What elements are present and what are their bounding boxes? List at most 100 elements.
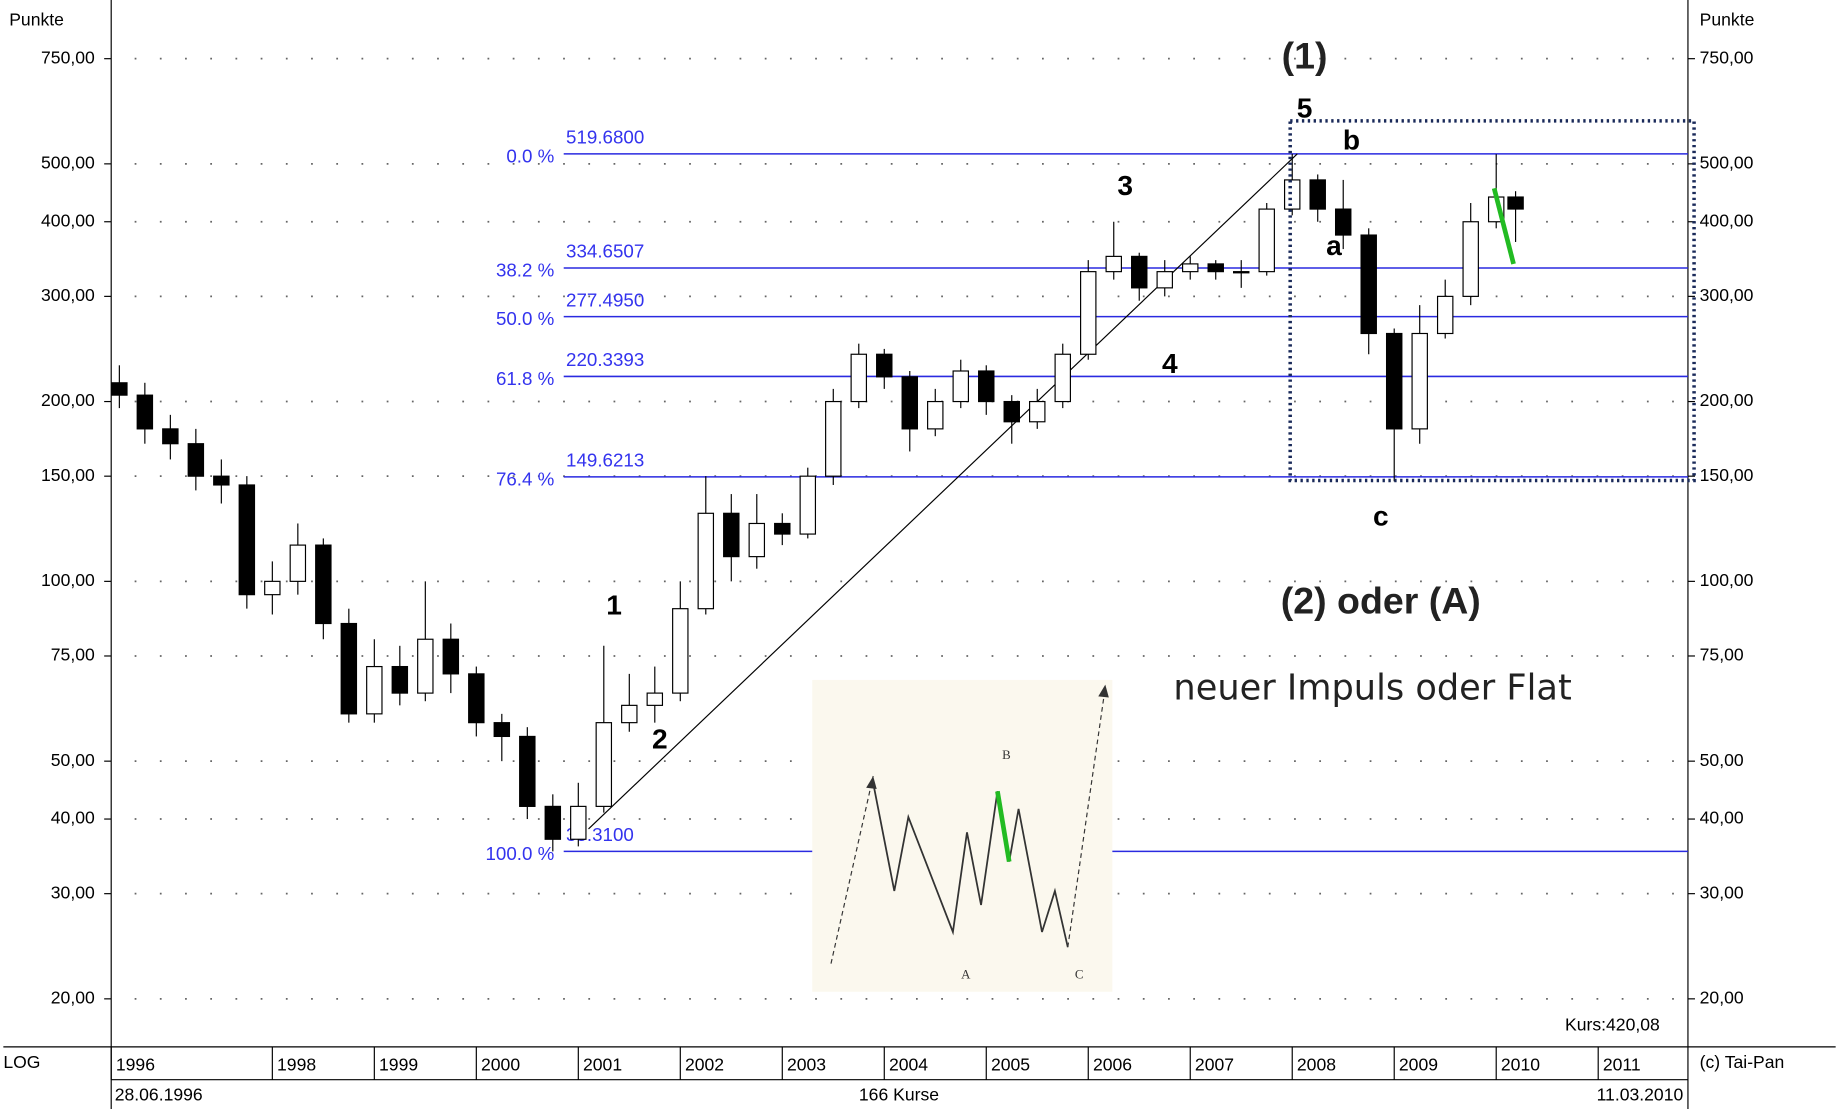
fib-pct: 38.2 % <box>496 259 554 280</box>
plot: 20,00 20,00 30,00 30,00 40,00 40,00 50,00 50,00… <box>41 47 1754 1080</box>
x-tick-label: 2007 <box>1195 1054 1234 1074</box>
x-tick-label: 2004 <box>889 1054 928 1074</box>
highlight-line <box>1491 187 1516 265</box>
annotation: 3 <box>1117 170 1133 201</box>
y-axis-label-right: Punkte <box>1700 10 1755 30</box>
inset-label: C <box>1075 967 1084 981</box>
x-tick-label: 2006 <box>1093 1054 1132 1074</box>
candle-body <box>1309 179 1326 210</box>
y-tick-label-right: 750,00 <box>1700 47 1754 67</box>
candle-body <box>519 735 536 807</box>
y-tick-label: 500,00 <box>41 153 95 173</box>
candle-body <box>1411 332 1428 430</box>
candle-body <box>621 704 638 724</box>
x-tick-label: 2001 <box>583 1054 622 1074</box>
annotation: neuer Impuls oder Flat <box>1173 667 1571 708</box>
annotation: c <box>1373 501 1389 532</box>
fib-value: 149.6213 <box>566 450 644 471</box>
inset-label: A <box>961 967 971 981</box>
inset: A B C <box>812 679 1113 992</box>
candle-body <box>723 512 740 558</box>
inset-label: B <box>1002 748 1011 762</box>
y-tick-label: 20,00 <box>51 987 95 1007</box>
candle-body <box>1054 353 1071 403</box>
candle-body <box>1080 271 1097 355</box>
x-tick-label: 1999 <box>379 1054 418 1074</box>
inset-background <box>812 679 1113 992</box>
annotation: 5 <box>1297 93 1313 124</box>
candle-body <box>391 665 409 694</box>
candle-body <box>289 544 307 582</box>
fib-pct: 61.8 % <box>496 368 554 389</box>
candle-body <box>646 692 664 706</box>
candle-body <box>570 805 587 840</box>
candle-body <box>927 400 944 430</box>
candle-body <box>442 638 460 675</box>
annotation: (2) oder (A) <box>1281 580 1481 622</box>
trendline <box>588 153 1298 830</box>
candle-body <box>340 622 358 715</box>
annotation: (1) <box>1282 35 1328 77</box>
candle-body <box>1283 179 1301 210</box>
candle-body <box>901 376 919 430</box>
y-tick-label: 100,00 <box>41 570 95 590</box>
annotation: 4 <box>1162 348 1178 379</box>
y-tick-label-right: 100,00 <box>1700 570 1754 590</box>
candle-body <box>366 665 383 715</box>
fib-value: 277.4950 <box>566 289 644 310</box>
x-tick-label: 2005 <box>991 1054 1030 1074</box>
candle-body <box>1156 271 1173 289</box>
candle-body <box>213 475 230 486</box>
inset-arrowhead <box>1098 684 1109 698</box>
candle-body <box>1507 196 1524 210</box>
fib-pct: 0.0 % <box>506 145 554 166</box>
y-tick-label: 150,00 <box>41 465 95 485</box>
candle-body <box>162 428 179 445</box>
candle-body <box>595 722 613 807</box>
y-tick-label-right: 400,00 <box>1700 210 1754 230</box>
y-tick-label: 50,00 <box>51 750 95 770</box>
y-tick-label-right: 75,00 <box>1700 645 1744 665</box>
start-date: 28.06.1996 <box>115 1085 203 1105</box>
inset-zigzag <box>872 782 1069 948</box>
candle-body <box>1462 221 1479 297</box>
fib-pct: 50.0 % <box>496 308 554 329</box>
candle-body <box>468 673 485 724</box>
candle-body <box>850 353 868 403</box>
candle-body <box>1207 263 1224 273</box>
y-tick-label-right: 500,00 <box>1700 153 1754 173</box>
candle-body <box>825 400 842 477</box>
y-tick-label: 750,00 <box>41 47 95 67</box>
annotation: a <box>1326 230 1342 261</box>
y-tick-label: 200,00 <box>41 390 95 410</box>
candle-body <box>1258 208 1275 273</box>
y-tick-label: 75,00 <box>51 645 95 665</box>
y-tick-label: 30,00 <box>51 882 95 902</box>
candle-body <box>1232 271 1250 274</box>
candle-body <box>264 580 281 596</box>
count-label: 166 Kurse <box>859 1085 939 1105</box>
candle-body <box>1105 255 1122 273</box>
last-price: Kurs:420,08 <box>1565 1014 1660 1034</box>
candle-body <box>799 475 817 535</box>
candle-body <box>1029 400 1046 423</box>
x-tick-label: 1996 <box>116 1054 155 1074</box>
end-date: 11.03.2010 <box>1597 1085 1684 1105</box>
y-tick-label-right: 300,00 <box>1700 285 1754 305</box>
y-tick-label-right: 40,00 <box>1700 808 1744 828</box>
y-tick-label: 40,00 <box>51 808 95 828</box>
inset-arrow <box>1067 686 1106 948</box>
annotations: (1) 5 b 3 a 4 c 1 2 (2) oder (A) neuer I… <box>606 35 1571 755</box>
x-tick-label: 2003 <box>787 1054 826 1074</box>
annotation: 1 <box>606 590 622 621</box>
y-tick-label-right: 200,00 <box>1700 390 1754 410</box>
y-axis-label: Punkte <box>9 10 64 30</box>
candle-body <box>136 394 154 430</box>
candle-body <box>1334 208 1352 236</box>
x-tick-label: 2010 <box>1501 1054 1540 1074</box>
y-tick-label: 400,00 <box>41 210 95 230</box>
candle-body <box>1385 332 1403 430</box>
candle-body <box>1436 295 1454 335</box>
candle-body <box>187 443 205 477</box>
y-tick-label-right: 20,00 <box>1700 987 1744 1007</box>
